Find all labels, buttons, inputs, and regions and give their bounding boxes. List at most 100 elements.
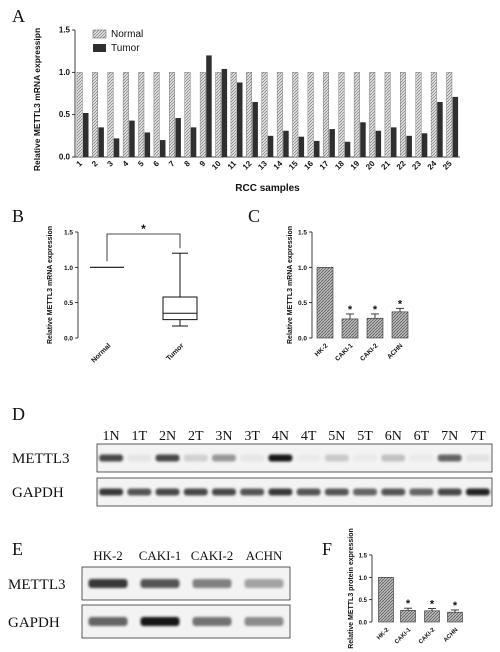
bar-normal	[230, 72, 237, 158]
legend-label-tumor: Tumor	[111, 43, 140, 54]
x-tick-label: 12	[241, 159, 254, 172]
x-tick-label: Tumor	[165, 342, 185, 362]
blot-band	[381, 488, 406, 496]
y-tick-label: 0.0	[64, 336, 73, 343]
x-tick-label: 10	[210, 159, 223, 172]
y-tick-label: 1.0	[64, 265, 73, 272]
significance-star: *	[406, 598, 411, 610]
bar-tumor	[83, 112, 89, 157]
x-tick-label: 17	[318, 159, 331, 172]
x-tick-label: 16	[302, 159, 315, 172]
x-axis-label: RCC samples	[235, 183, 300, 194]
blot-band	[324, 488, 349, 496]
bar-tumor	[252, 101, 258, 157]
blot-band	[240, 454, 265, 462]
panel-letter-c: C	[248, 206, 260, 226]
blot-band	[353, 454, 378, 462]
bar-tumor	[360, 122, 366, 157]
blot-band	[140, 579, 180, 588]
panel-e-western-blot: METTL3 GAPDH HK-2 CAKI-1 CAKI-2 ACHN	[8, 548, 291, 639]
lane-label: 7T	[470, 429, 486, 444]
blot-band	[409, 454, 434, 462]
bar-normal	[76, 72, 83, 158]
bar-tumor	[206, 55, 212, 157]
blot-band	[155, 488, 180, 496]
x-tick-label: HK-2	[314, 342, 330, 358]
x-tick-label: 1	[75, 159, 85, 169]
lane-label: 4N	[272, 429, 289, 444]
bar-normal	[184, 72, 191, 158]
blot-band	[381, 454, 406, 462]
y-tick-label: 0.0	[59, 153, 71, 162]
legend-swatch-tumor	[93, 44, 106, 52]
blot-band	[88, 617, 128, 626]
bar	[447, 611, 463, 623]
bar-tumor	[144, 132, 151, 157]
lane-label: 1T	[132, 429, 148, 444]
lane-label: 3N	[215, 429, 232, 444]
row-label-gapdh: GAPDH	[12, 485, 64, 501]
y-tick-label: 0.5	[64, 300, 73, 307]
bar-normal	[276, 72, 283, 158]
significance-star: *	[373, 304, 378, 316]
blot-band	[192, 579, 232, 588]
lane-label: ACHN	[246, 548, 283, 563]
x-tick-label: 24	[426, 159, 439, 172]
bar-tumor	[237, 82, 243, 157]
y-tick-label: 0.5	[298, 300, 307, 307]
blot-band	[211, 454, 236, 462]
panel-letter-b: B	[12, 206, 24, 226]
x-tick-label: 15	[287, 159, 300, 172]
bar-tumor	[375, 130, 382, 157]
bar	[366, 317, 384, 339]
blot-band	[465, 488, 490, 496]
lane-label: 7N	[441, 429, 458, 444]
bar-tumor	[314, 140, 320, 157]
blot-band	[127, 488, 152, 496]
legend: Normal Tumor	[92, 29, 143, 54]
bar-tumor	[298, 136, 305, 157]
x-tick-label: 21	[379, 159, 392, 172]
x-tick-label: 11	[226, 159, 239, 172]
y-tick-label: 0.0	[359, 621, 368, 627]
legend-swatch-normal	[92, 29, 107, 39]
panel-letter-f: F	[322, 539, 332, 559]
blot-band	[99, 454, 124, 462]
bar-tumor	[452, 96, 459, 157]
lane-label: 6T	[414, 429, 430, 444]
bar-normal	[246, 72, 253, 158]
box-iqr	[162, 296, 198, 321]
bar-normal	[261, 72, 268, 158]
bar	[400, 610, 416, 623]
blot-band	[268, 454, 293, 462]
bar-normal	[338, 72, 345, 158]
lane-label: 2T	[188, 429, 204, 444]
x-tick-label: CAKI-1	[334, 342, 355, 363]
blot-band	[240, 488, 265, 496]
bar-tumor	[329, 129, 335, 157]
bar-tumor	[437, 101, 443, 157]
panel-letter-d: D	[12, 404, 25, 424]
x-tick-label: 18	[333, 159, 346, 172]
bar-tumor	[267, 135, 274, 157]
bar-tumor	[406, 135, 412, 157]
x-tick-label: CAKI-2	[418, 627, 437, 646]
bar-tumor	[175, 118, 181, 157]
blot-band	[140, 617, 180, 626]
y-tick-label: 1.5	[59, 26, 71, 35]
y-tick-label: 0.5	[359, 598, 368, 604]
panel-letter-e: E	[12, 539, 23, 559]
lane-label: 6N	[385, 429, 402, 444]
x-tick-label: 19	[349, 159, 362, 172]
x-tick-label: 22	[395, 159, 408, 172]
row-label-gapdh: GAPDH	[8, 615, 60, 631]
bar-normal	[138, 72, 145, 158]
x-tick-label: 5	[136, 159, 146, 169]
bar-normal	[353, 72, 360, 158]
bar-normal	[169, 72, 176, 158]
blot-band	[183, 454, 208, 462]
y-tick-label: 1.0	[359, 576, 368, 582]
bar	[378, 577, 394, 623]
significance-star: *	[348, 304, 353, 316]
